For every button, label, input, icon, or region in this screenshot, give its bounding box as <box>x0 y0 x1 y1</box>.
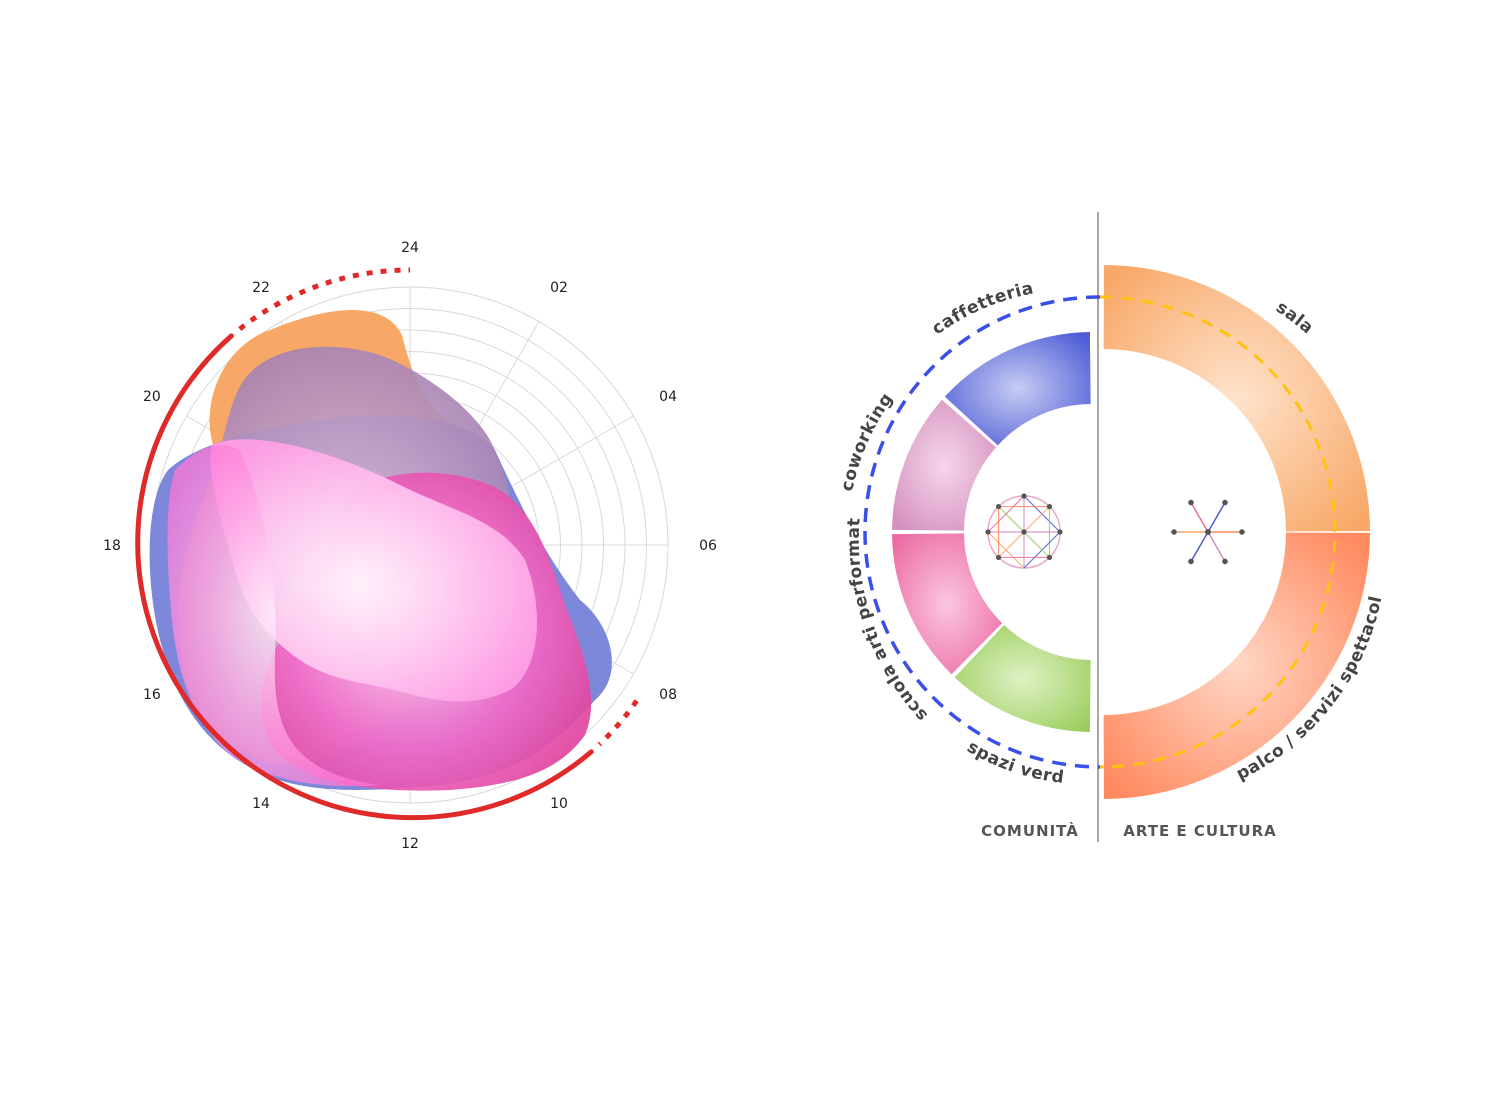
red-arc-main <box>135 333 594 821</box>
culture-star-icon <box>1171 499 1245 565</box>
community-segment <box>892 533 1003 675</box>
hour-label: 18 <box>103 538 121 554</box>
network-node <box>985 529 991 535</box>
star-node <box>1222 499 1228 506</box>
network-node <box>1021 493 1027 499</box>
network-node <box>995 554 1002 561</box>
hour-label: 14 <box>252 796 270 812</box>
hour-label: 22 <box>252 280 270 296</box>
hour-label: 12 <box>401 836 419 852</box>
activity-blobs <box>149 310 612 791</box>
community-segments <box>892 332 1091 732</box>
hour-label: 08 <box>659 687 677 703</box>
hour-label: 20 <box>143 389 161 405</box>
hour-label: 16 <box>143 687 161 703</box>
community-segment <box>944 332 1091 446</box>
network-node <box>1046 554 1053 561</box>
hour-label: 04 <box>659 389 677 405</box>
star-node <box>1239 529 1245 535</box>
group-label-comunita: COMUNITÀ <box>981 821 1079 840</box>
hour-label: 10 <box>550 796 568 812</box>
star-spoke <box>1190 502 1209 533</box>
culture-dashed-arc <box>1099 295 1337 769</box>
hour-label: 02 <box>550 280 568 296</box>
community-segment <box>954 625 1091 732</box>
culture-segments <box>1103 265 1370 799</box>
hour-label: 06 <box>699 538 717 554</box>
community-segment <box>892 399 996 531</box>
community-network-icon <box>985 493 1063 569</box>
segment-label-coworking: coworking <box>837 389 897 493</box>
star-center <box>1205 529 1211 535</box>
star-spoke <box>1207 531 1226 562</box>
blob-pink <box>210 439 537 702</box>
star-spoke <box>1207 502 1226 533</box>
star-spoke <box>1190 531 1209 562</box>
network-node <box>1057 529 1063 535</box>
hourly-polar-chart: 24 02 04 06 08 10 12 14 16 18 20 22 <box>103 240 717 852</box>
red-arc-dotted-bottom <box>597 699 639 747</box>
network-chord <box>987 531 1025 569</box>
star-node <box>1222 558 1228 565</box>
hour-label: 24 <box>401 240 419 256</box>
hour-labels: 24 02 04 06 08 10 12 14 16 18 20 22 <box>103 240 717 852</box>
culture-segment <box>1103 265 1370 532</box>
star-node <box>1188 558 1194 565</box>
community-dashed-arc <box>863 295 1101 769</box>
network-node <box>1021 529 1027 535</box>
group-label-arte-cultura: ARTE E CULTURA <box>1123 822 1277 840</box>
blob-pink-lower <box>167 445 380 787</box>
star-node <box>1171 529 1177 535</box>
network-node <box>995 503 1002 510</box>
culture-segment <box>1103 532 1370 799</box>
network-node <box>1046 503 1053 510</box>
star-node <box>1188 499 1194 506</box>
red-hour-arc <box>135 267 639 821</box>
